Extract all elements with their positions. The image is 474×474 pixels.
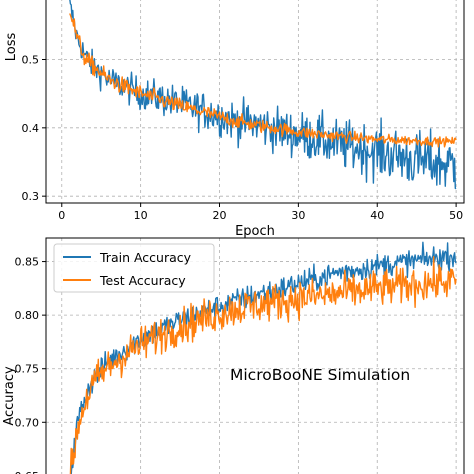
loss-y-axis-label: Loss	[4, 33, 19, 62]
x-tick-label: 40	[370, 209, 384, 222]
x-tick-label: 0	[58, 209, 65, 222]
accuracy-train-line	[70, 241, 457, 474]
y-tick-label: 0.75	[15, 363, 40, 376]
x-tick-label: 50	[449, 209, 463, 222]
y-tick-label: 0.5	[22, 54, 40, 67]
accuracy-y-axis-label: Accuracy	[2, 366, 17, 426]
legend-label-test: Test Accuracy	[99, 273, 186, 288]
accuracy-panel: 0.65 0.70 0.75 0.80 0.85 Accuracy Train Accu…	[2, 237, 465, 474]
y-tick-label: 0.70	[15, 416, 40, 429]
accuracy-ticks: 0.65 0.70 0.75 0.80 0.85	[15, 256, 46, 474]
loss-axes-frame	[45, 0, 465, 204]
loss-x-axis-label: Epoch	[235, 224, 275, 239]
loss-ticks: 0 10 20 30 40 50 0.3 0.4 0.5	[22, 54, 464, 223]
legend-box	[53, 243, 215, 293]
accuracy-series-lines	[69, 241, 457, 474]
y-tick-label: 0.4	[22, 122, 40, 135]
accuracy-test-line	[69, 256, 457, 474]
y-tick-label: 0.3	[22, 190, 40, 203]
y-tick-label: 0.65	[15, 470, 40, 474]
loss-series-lines	[69, 0, 457, 190]
x-tick-label: 10	[134, 209, 148, 222]
loss-panel: 0 10 20 30 40 50 0.3 0.4 0.5 Epoch Loss	[4, 0, 465, 239]
accuracy-axes-frame	[45, 237, 465, 474]
legend-label-train: Train Accuracy	[99, 250, 192, 265]
microboone-annotation: MicroBooNE Simulation	[230, 366, 410, 384]
x-tick-label: 20	[213, 209, 227, 222]
loss-train-line	[69, 0, 457, 190]
accuracy-grid	[46, 238, 464, 474]
y-tick-label: 0.80	[15, 309, 40, 322]
y-tick-label: 0.85	[15, 256, 40, 269]
legend: Train Accuracy Test Accuracy	[53, 243, 215, 293]
x-tick-label: 30	[291, 209, 305, 222]
loss-test-line	[69, 13, 457, 148]
